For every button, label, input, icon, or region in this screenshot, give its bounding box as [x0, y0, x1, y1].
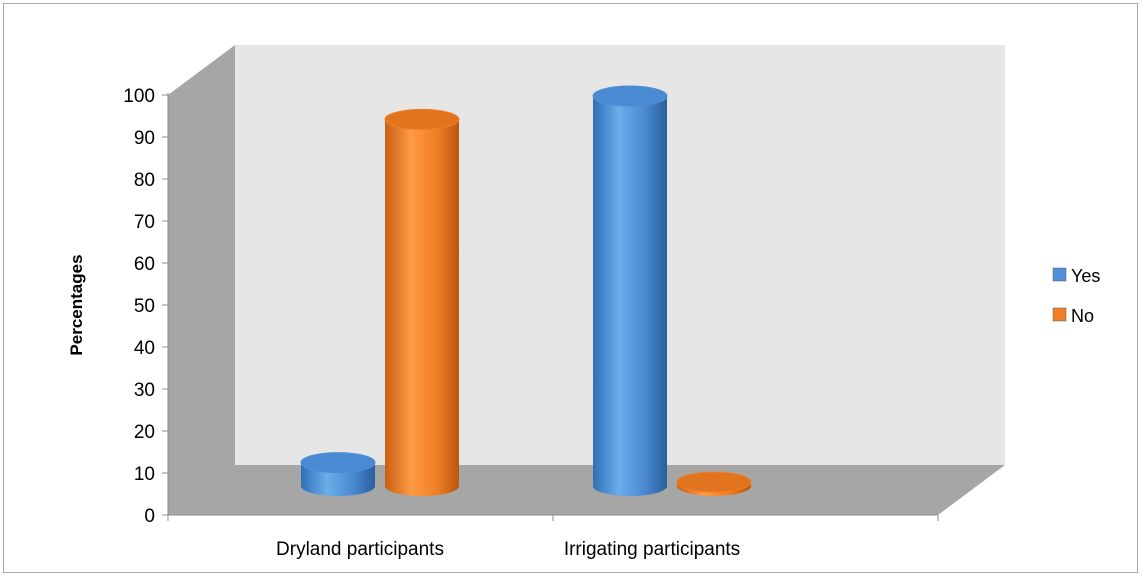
category-labels: Dryland participants Irrigating participa… — [276, 539, 740, 560]
y-tick-label-9: 90 — [134, 128, 155, 149]
bar-body — [385, 119, 459, 497]
bar-body — [593, 96, 667, 496]
bar-no-1 — [676, 471, 752, 496]
bar-top — [676, 471, 752, 493]
bars — [300, 85, 752, 497]
legend-swatch-no — [1052, 307, 1067, 322]
floor — [168, 465, 1005, 515]
legend-swatch-yes — [1052, 267, 1067, 282]
category-label-0: Dryland participants — [276, 539, 444, 560]
x-tick-marks — [167, 515, 939, 521]
y-axis-label: Percentages — [67, 254, 86, 355]
y-tick-label-0: 0 — [144, 506, 155, 527]
y-tick-label-10: 100 — [123, 86, 155, 107]
y-tick-label-4: 40 — [134, 338, 155, 359]
y-tick-label-7: 70 — [134, 212, 155, 233]
bar-top — [300, 452, 376, 474]
y-tick-label-1: 10 — [134, 464, 155, 485]
y-tick-label-8: 80 — [134, 170, 155, 191]
bar-top — [592, 85, 668, 107]
side-wall — [168, 45, 235, 515]
bar-no-0 — [384, 108, 460, 497]
y-tick-marks — [162, 94, 168, 516]
y-tick-label-3: 30 — [134, 380, 155, 401]
y-tick-label-2: 20 — [134, 422, 155, 443]
y-tick-label-5: 50 — [134, 296, 155, 317]
y-tick-label-6: 60 — [134, 254, 155, 275]
bar-yes-0 — [300, 452, 376, 496]
bar-yes-1 — [592, 85, 668, 496]
legend-label-no: No — [1071, 306, 1094, 326]
bar-body — [677, 482, 751, 496]
y-tick-labels: 0 10 20 30 40 50 60 70 80 90 100 — [123, 86, 155, 527]
bar-body — [301, 462, 375, 496]
legend: Yes No — [1052, 266, 1100, 326]
bar-top — [384, 108, 460, 130]
category-label-1: Irrigating participants — [564, 539, 740, 560]
legend-label-yes: Yes — [1071, 266, 1100, 286]
